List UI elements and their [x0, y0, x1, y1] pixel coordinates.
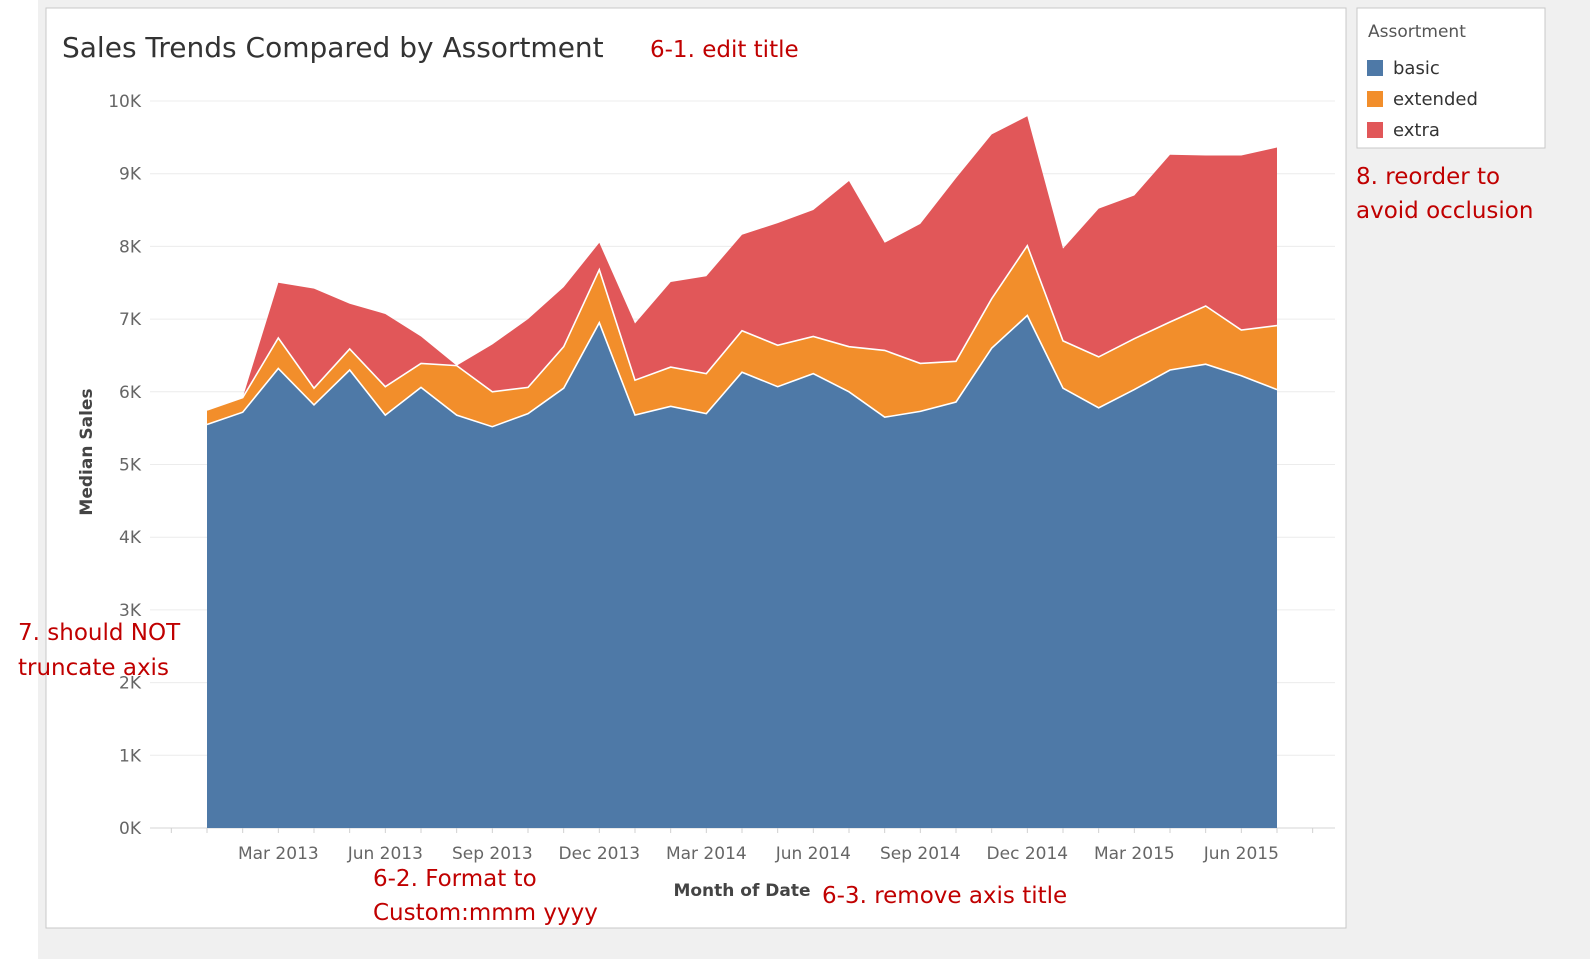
chart-title[interactable]: Sales Trends Compared by Assortment [62, 31, 604, 64]
x-tick-label: Sep 2014 [880, 844, 961, 864]
x-tick-label: Dec 2013 [559, 844, 641, 864]
x-tick-label: Mar 2013 [238, 844, 319, 864]
y-tick-label: 3K [119, 601, 142, 621]
legend[interactable]: basic extended extra [1367, 58, 1478, 141]
legend-title: Assortment [1368, 22, 1466, 42]
legend-swatch-extended [1367, 91, 1383, 107]
note-format-line2: Custom:mmm yyyy [373, 900, 598, 926]
area-extended [207, 245, 1277, 427]
legend-swatch-extra [1367, 122, 1383, 138]
note-truncate-line1: 7. should NOT [18, 620, 181, 646]
y-axis-title[interactable]: Median Sales [77, 388, 97, 515]
y-tick-label: 5K [119, 456, 142, 476]
legend-label-extra: extra [1393, 120, 1440, 141]
note-truncate-line2: truncate axis [18, 655, 169, 681]
area-layers [206, 116, 1278, 828]
x-tick-label: Jun 2013 [347, 844, 423, 864]
area-basic [207, 315, 1277, 828]
note-reorder-line1: 8. reorder to [1356, 164, 1500, 190]
legend-swatch-basic [1367, 60, 1383, 76]
note-reorder-line2: avoid occlusion [1356, 198, 1533, 224]
x-tick-label: Jun 2015 [1203, 844, 1279, 864]
y-tick-label: 2K [119, 674, 142, 694]
x-tick-label: Dec 2014 [987, 844, 1069, 864]
area-extra [207, 116, 1277, 411]
legend-label-basic: basic [1393, 58, 1440, 79]
legend-label-extended: extended [1393, 89, 1478, 110]
y-tick-label: 4K [119, 528, 142, 548]
x-tick-label: Jun 2014 [775, 844, 851, 864]
y-tick-label: 10K [108, 92, 142, 112]
note-remove-axis-title: 6-3. remove axis title [822, 883, 1067, 909]
y-tick-label: 1K [119, 746, 142, 766]
x-tick-label: Mar 2014 [666, 844, 747, 864]
x-tick-label: Sep 2013 [452, 844, 533, 864]
note-format-line1: 6-2. Format to [373, 866, 537, 892]
note-edit-title: 6-1. edit title [650, 37, 799, 63]
boundary-basic [206, 314, 1278, 428]
x-tick-label: Mar 2015 [1094, 844, 1175, 864]
y-axis[interactable]: 0K 1K 2K 3K 4K 5K 6K 7K 8K 9K 10K [108, 92, 142, 839]
boundary-extended [206, 243, 1278, 411]
y-tick-label: 7K [119, 310, 142, 330]
y-tick-label: 6K [119, 383, 142, 403]
y-tick-label: 9K [119, 165, 142, 185]
x-axis-title[interactable]: Month of Date [673, 881, 810, 901]
y-tick-label: 0K [119, 819, 142, 839]
x-axis[interactable]: Mar 2013 Jun 2013 Sep 2013 Dec 2013 Mar 2014… [170, 828, 1314, 864]
y-tick-label: 8K [119, 237, 142, 257]
legend-frame [1356, 7, 1546, 149]
